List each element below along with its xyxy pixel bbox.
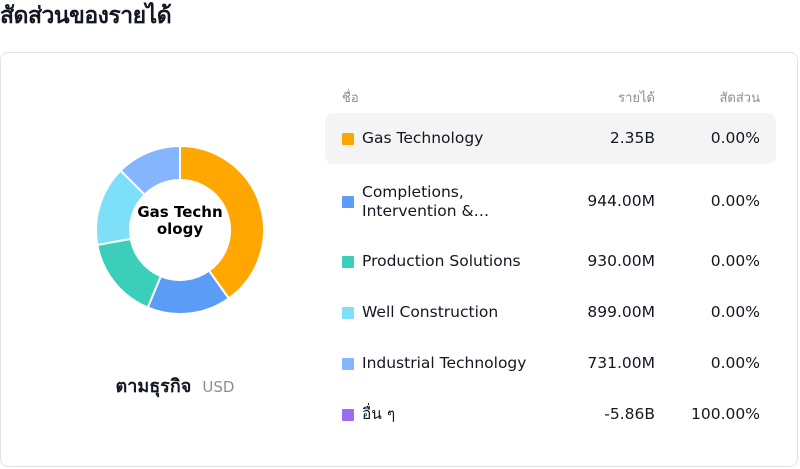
currency-label: USD: [202, 378, 235, 396]
page-title: สัดส่วนของรายได้: [0, 3, 172, 29]
table-row[interactable]: Gas Technology 2.35B 0.00%: [325, 113, 776, 164]
legend-swatch: [342, 409, 354, 421]
row-name: Production Solutions: [362, 252, 521, 270]
row-name: Well Construction: [362, 303, 499, 321]
row-revenue: -5.86B: [604, 405, 655, 423]
donut-slice-production-solutions[interactable]: [96, 237, 163, 309]
legend-swatch: [342, 307, 354, 319]
table-row[interactable]: อื่น ๆ -5.86B 100.00%: [325, 393, 776, 444]
row-share: 0.00%: [710, 192, 760, 210]
row-name: Gas Technology: [362, 129, 484, 147]
donut-chart: Gas Techn ology: [95, 145, 265, 315]
row-revenue: 2.35B: [609, 129, 655, 147]
row-name: Completions, Intervention &…: [362, 183, 490, 220]
group-by-label[interactable]: ตามธุรกิจ: [115, 376, 192, 397]
header-revenue: รายได้: [618, 91, 655, 106]
row-name: อื่น ๆ: [362, 405, 396, 423]
revenue-breakdown-card: Gas Techn ology ตามธุรกิจ USD ชื่อ รายได…: [0, 52, 798, 467]
table-header: ชื่อ รายได้ สัดส่วน: [325, 81, 776, 113]
row-revenue: 930.00M: [587, 252, 655, 270]
donut-center-label: Gas Techn ology: [120, 204, 240, 238]
revenue-table: ชื่อ รายได้ สัดส่วน Gas Technology 2.35B…: [325, 81, 776, 423]
row-name: Industrial Technology: [362, 354, 527, 372]
row-share: 0.00%: [710, 303, 760, 321]
row-share: 100.00%: [691, 405, 760, 423]
header-name: ชื่อ: [342, 91, 359, 106]
donut-center-line-1: Gas Techn: [137, 203, 223, 221]
legend-swatch: [342, 196, 354, 208]
legend-swatch: [342, 133, 354, 145]
header-share: สัดส่วน: [719, 91, 761, 106]
row-share: 0.00%: [710, 129, 760, 147]
table-row[interactable]: Completions, Intervention &… 944.00M 0.0…: [325, 171, 776, 231]
row-revenue: 899.00M: [587, 303, 655, 321]
legend-swatch: [342, 256, 354, 268]
donut-center-line-2: ology: [156, 220, 204, 238]
row-revenue: 731.00M: [587, 354, 655, 372]
donut-slice-gas-technology[interactable]: [179, 145, 265, 300]
table-row[interactable]: Production Solutions 930.00M 0.00%: [325, 236, 776, 287]
row-revenue: 944.00M: [587, 192, 655, 210]
row-share: 0.00%: [710, 252, 760, 270]
group-caption: ตามธุรกิจ USD: [1, 371, 349, 400]
table-row[interactable]: Well Construction 899.00M 0.00%: [325, 287, 776, 338]
table-row[interactable]: Industrial Technology 731.00M 0.00%: [325, 338, 776, 389]
row-share: 0.00%: [710, 354, 760, 372]
legend-swatch: [342, 358, 354, 370]
donut-slice-industrial-technology[interactable]: [119, 145, 181, 197]
donut-chart-svg: [95, 145, 265, 315]
